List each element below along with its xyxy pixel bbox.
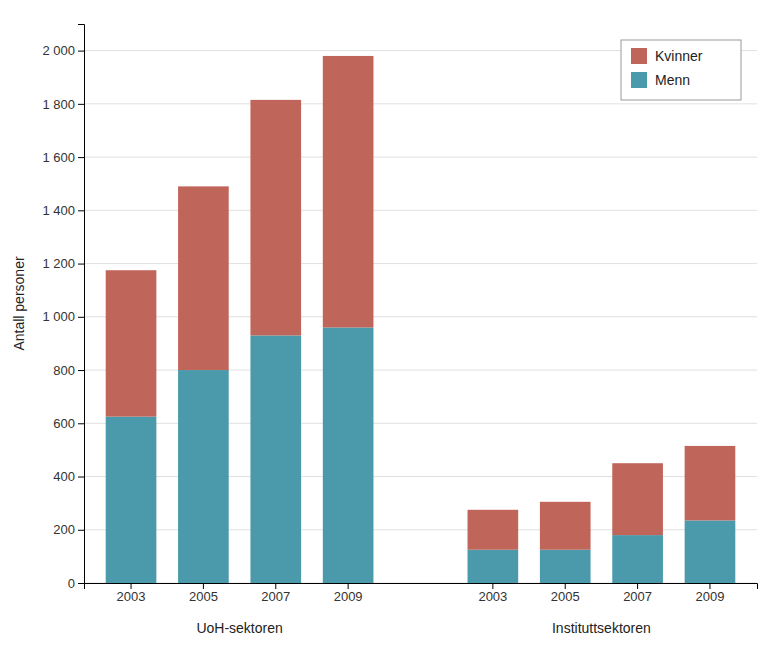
y-tick-label: 1 000 [42,309,75,324]
y-tick-mark [78,264,84,265]
y-tick-mark [78,104,84,105]
x-tick: 2005 [551,583,580,604]
y-tick-label: 0 [68,576,75,591]
x-tick: 2005 [189,583,218,604]
y-tick-mark [78,477,84,478]
x-tick-mark [131,583,132,589]
x-axis: 2003 2005 2007 2009 2003 2005 2007 2009 [85,583,758,604]
group-label: UoH-sektoren [196,620,282,636]
x-tick-label: 2005 [551,589,580,604]
grid-line [84,103,757,104]
y-tick-mark [78,370,84,371]
y-tick: 200 [53,522,84,537]
x-tick: 2009 [696,583,725,604]
x-tick-label: 2003 [478,589,507,604]
y-tick-label: 1 600 [42,150,75,165]
grid-line [84,157,757,158]
y-tick-label: 1 400 [42,203,75,218]
bar [612,535,663,583]
y-tick-label: 800 [53,363,75,378]
x-axis-line [85,584,758,590]
legend-swatch [631,48,647,64]
y-tick: 1 600 [42,150,84,165]
bar [250,335,301,583]
y-axis-line [78,25,85,584]
bar [540,502,591,550]
grid [84,51,757,583]
y-tick-label: 1 200 [42,256,75,271]
x-tick-mark [203,583,204,589]
legend-item: Menn [631,72,690,88]
bar [540,550,591,583]
x-tick-label: 2007 [261,589,290,604]
bar [323,327,374,583]
x-tick: 2007 [261,583,290,604]
y-tick: 2 000 [42,43,84,58]
x-tick-mark [348,583,349,589]
bar [685,446,736,521]
x-tick-mark [709,583,710,589]
bar [468,510,519,550]
x-tick-mark [565,583,566,589]
x-tick: 2003 [478,583,507,604]
plot-root: 0 200 400 600 800 1 000 1 200 1 400 1 600 1 800 2 … [11,25,758,637]
y-tick-mark [78,210,84,211]
x-tick: 2009 [334,583,363,604]
bar [612,463,663,535]
x-tick: 2007 [623,583,652,604]
legend: Kvinner Menn [621,40,741,100]
y-tick: 600 [53,416,84,431]
bar [178,186,229,370]
y-tick: 0 [68,576,84,591]
legend-item: Kvinner [631,48,703,64]
bar [106,270,157,416]
group-label: Instituttsektoren [552,620,651,636]
x-tick-label: 2005 [189,589,218,604]
bar [250,100,301,336]
x-tick-label: 2009 [696,589,725,604]
y-tick: 1 000 [42,309,84,324]
y-tick: 1 800 [42,97,84,112]
y-tick-mark [78,317,84,318]
x-tick-label: 2007 [623,589,652,604]
y-tick: 400 [53,469,84,484]
y-tick-label: 200 [53,522,75,537]
y-axis: 0 200 400 600 800 1 000 1 200 1 400 1 600 1 800 2 … [42,25,84,591]
bar [468,550,519,583]
y-tick-mark [78,530,84,531]
x-tick: 2003 [117,583,146,604]
legend-label: Kvinner [655,48,703,64]
x-tick-mark [492,583,493,589]
bars [106,56,736,583]
y-tick-mark [78,583,84,584]
y-tick: 1 200 [42,256,84,271]
chart-svg: 0 200 400 600 800 1 000 1 200 1 400 1 600 1 800 2 … [0,0,781,667]
y-axis-title: Antall personer [11,256,27,351]
bar [178,370,229,583]
y-tick-mark [78,423,84,424]
x-tick-label: 2003 [117,589,146,604]
x-tick-mark [637,583,638,589]
bar-series [106,56,736,550]
bar [323,56,374,328]
legend-label: Menn [655,72,690,88]
y-tick-label: 1 800 [42,97,75,112]
chart-container: 0 200 400 600 800 1 000 1 200 1 400 1 600 1 800 2 … [0,0,781,667]
bar [685,520,736,583]
legend-frame [621,40,741,100]
x-tick-label: 2009 [334,589,363,604]
y-tick-label: 2 000 [42,43,75,58]
y-tick-label: 600 [53,416,75,431]
y-tick: 800 [53,363,84,378]
y-tick-mark [78,51,84,52]
y-tick-label: 400 [53,469,75,484]
y-tick-mark [78,157,84,158]
y-tick: 1 400 [42,203,84,218]
legend-swatch [631,72,647,88]
bar [106,417,157,583]
x-tick-mark [275,583,276,589]
